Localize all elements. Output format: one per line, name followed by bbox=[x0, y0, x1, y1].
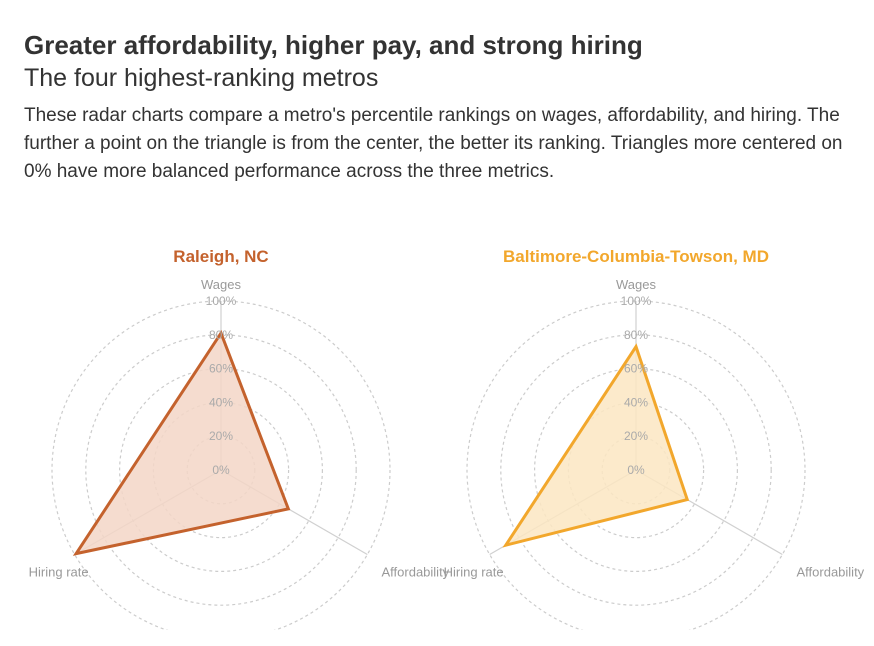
ring-label: 60% bbox=[624, 362, 648, 376]
grid-ring bbox=[118, 368, 324, 573]
ring-label: 0% bbox=[212, 463, 230, 477]
chart-title: Baltimore-Columbia-Towson, MD bbox=[503, 247, 769, 266]
ring-label: 60% bbox=[209, 362, 233, 376]
grid-ring bbox=[51, 300, 391, 630]
ring-label: 40% bbox=[209, 395, 233, 409]
ring-label: 20% bbox=[624, 429, 648, 443]
axis-label-affordability: Affordability bbox=[382, 565, 450, 580]
data-triangle bbox=[502, 343, 690, 548]
axis-label-affordability: Affordability bbox=[797, 565, 865, 580]
chart-title: Raleigh, NC bbox=[173, 247, 268, 266]
data-triangle bbox=[72, 329, 291, 556]
ring-label: 80% bbox=[624, 328, 648, 342]
axis-label-hiring-rate: Hiring rate bbox=[29, 565, 89, 580]
axis-label-hiring-rate: Hiring rate bbox=[444, 565, 504, 580]
ring-label: 100% bbox=[206, 294, 237, 308]
radar-chart-1: Raleigh, NC 0% 20% 40% 60% 80% 100% Wages Afford… bbox=[29, 247, 450, 630]
chart-description: These radar charts compare a metro's per… bbox=[24, 105, 843, 182]
grid-ring bbox=[533, 368, 738, 573]
ring-label: 100% bbox=[621, 294, 652, 308]
page-subtitle: The four highest-ranking metros bbox=[24, 64, 379, 92]
ring-label: 20% bbox=[209, 429, 233, 443]
ring-label: 0% bbox=[627, 463, 645, 477]
grid-ring bbox=[466, 300, 806, 630]
ring-label: 80% bbox=[209, 328, 233, 342]
page-title: Greater affordability, higher pay, and s… bbox=[24, 30, 643, 60]
axis-label-wages: Wages bbox=[201, 277, 241, 292]
header: Greater affordability, higher pay, and s… bbox=[24, 28, 854, 186]
axis-label-wages: Wages bbox=[616, 277, 656, 292]
radar-chart-2: Baltimore-Columbia-Towson, MD 0% 20% 40% 60%… bbox=[444, 247, 865, 630]
ring-label: 40% bbox=[624, 395, 648, 409]
radar-charts: Raleigh, NC 0% 20% 40% 60% 80% 100% Wages Afford… bbox=[29, 247, 865, 630]
